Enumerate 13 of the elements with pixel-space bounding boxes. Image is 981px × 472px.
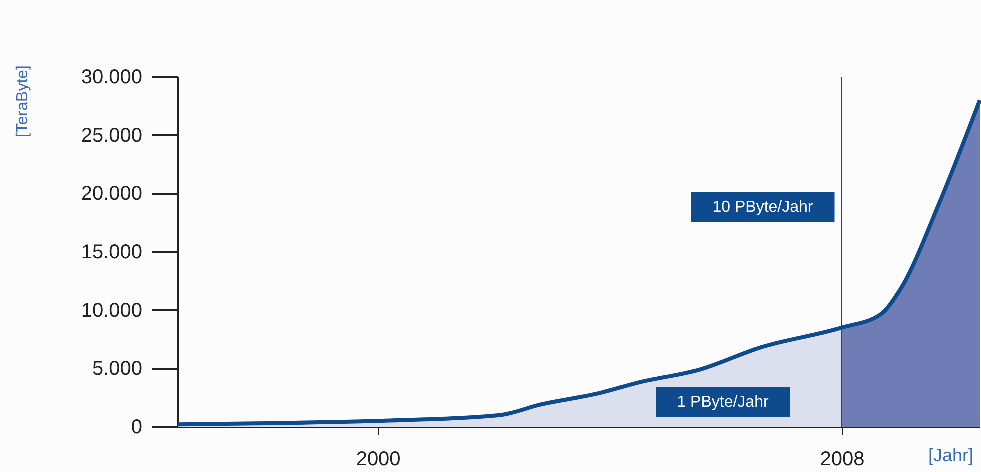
- x-tick-label: 2008: [820, 448, 865, 470]
- y-tick-label: 30.000: [81, 66, 142, 88]
- annotation: 10 PByte/Jahr: [712, 199, 814, 216]
- x-axis-title: [Jahr]: [928, 446, 974, 466]
- x-tick-label: 2000: [356, 448, 401, 470]
- y-tick-label: 5.000: [92, 358, 142, 380]
- y-tick-label: 25.000: [81, 124, 142, 147]
- y-axis-title: [TeraByte]: [14, 66, 32, 138]
- y-tick-label: 15.000: [81, 242, 142, 264]
- annotation: 1 PByte/Jahr: [677, 394, 770, 411]
- y-tick-label: 0: [131, 416, 142, 438]
- y-tick-label: 20.000: [81, 183, 142, 206]
- y-tick-label: 10.000: [81, 300, 142, 322]
